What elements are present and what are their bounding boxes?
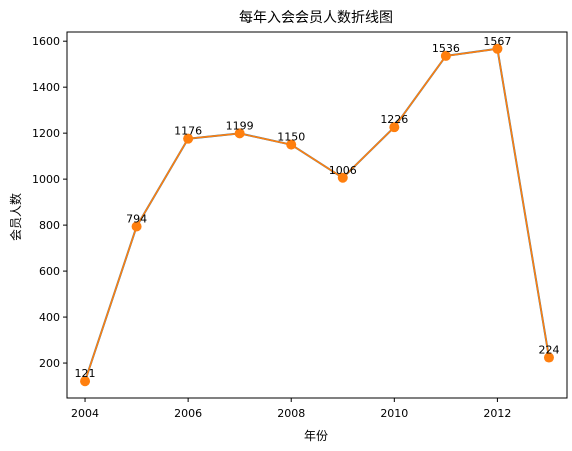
series-line bbox=[84, 47, 550, 382]
y-tick-label: 1600 bbox=[32, 35, 60, 48]
series-line-shadow bbox=[84, 47, 550, 382]
data-label: 121 bbox=[75, 367, 96, 380]
data-point bbox=[389, 122, 400, 133]
data-point bbox=[234, 128, 245, 139]
x-axis-label: 年份 bbox=[304, 429, 328, 443]
data-point bbox=[543, 352, 554, 363]
data-point bbox=[183, 133, 194, 144]
y-axis-label: 会员人数 bbox=[8, 193, 23, 241]
data-point bbox=[492, 43, 503, 54]
y-axis: 200 400 600 800 1000 1200 1400 1600 bbox=[32, 35, 67, 370]
x-tick-label: 2006 bbox=[174, 407, 202, 420]
data-label: 1226 bbox=[380, 113, 408, 126]
data-label: 1536 bbox=[432, 42, 460, 55]
data-label: 1150 bbox=[277, 131, 305, 144]
data-point bbox=[131, 221, 142, 232]
x-axis: 2004 2006 2008 2010 2012 bbox=[71, 398, 511, 420]
x-tick-label: 2012 bbox=[483, 407, 511, 420]
y-tick-label: 600 bbox=[39, 265, 60, 278]
x-tick-label: 2010 bbox=[380, 407, 408, 420]
y-tick-label: 800 bbox=[39, 219, 60, 232]
plot-area-frame bbox=[66, 31, 568, 399]
data-label: 224 bbox=[538, 344, 559, 357]
x-tick-label: 2004 bbox=[71, 407, 99, 420]
y-tick-label: 400 bbox=[39, 311, 60, 324]
data-point bbox=[80, 376, 91, 387]
data-point bbox=[440, 50, 451, 61]
data-labels: 121 794 1176 1199 1150 1006 1226 1536 1567 224 bbox=[75, 35, 560, 380]
data-label: 1006 bbox=[329, 164, 357, 177]
data-label: 1567 bbox=[483, 35, 511, 48]
data-label: 794 bbox=[126, 212, 147, 225]
data-point bbox=[337, 172, 348, 183]
data-point bbox=[286, 139, 297, 150]
y-tick-label: 1000 bbox=[32, 173, 60, 186]
data-label: 1176 bbox=[174, 125, 202, 138]
chart-title: 每年入会会员人数折线图 bbox=[239, 10, 393, 26]
y-tick-label: 200 bbox=[39, 357, 60, 370]
y-tick-label: 1200 bbox=[32, 127, 60, 140]
y-tick-label: 1400 bbox=[32, 81, 60, 94]
data-label: 1199 bbox=[226, 119, 254, 132]
x-tick-label: 2008 bbox=[277, 407, 305, 420]
data-markers bbox=[80, 43, 554, 387]
